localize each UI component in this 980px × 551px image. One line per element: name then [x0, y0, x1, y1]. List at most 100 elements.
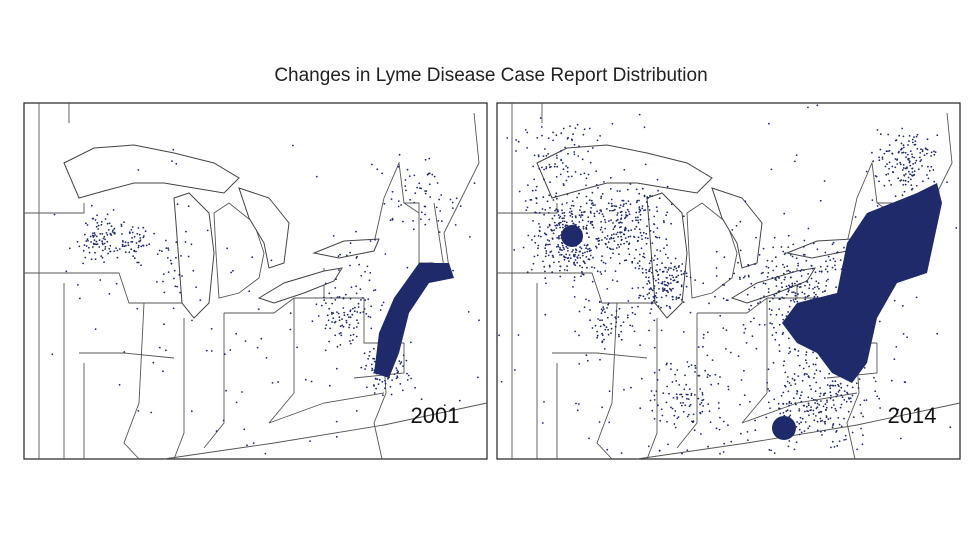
case-dot: [131, 241, 134, 243]
case-dot: [610, 327, 613, 330]
case-dot: [946, 181, 948, 184]
case-dot: [561, 249, 563, 252]
case-dot: [588, 437, 590, 440]
case-dot: [805, 351, 808, 353]
case-dot: [388, 351, 391, 354]
case-dot: [675, 296, 678, 299]
case-dot: [805, 260, 808, 262]
case-dot: [86, 238, 89, 241]
case-dot: [130, 248, 133, 251]
case-dot: [600, 210, 603, 213]
case-dot: [380, 373, 382, 376]
case-dot: [124, 244, 127, 247]
case-dot: [829, 417, 832, 420]
case-dot: [672, 268, 675, 271]
case-dot: [388, 362, 391, 365]
case-dot: [562, 236, 565, 238]
case-dot: [591, 223, 594, 226]
case-dot: [842, 265, 844, 268]
case-dot: [360, 299, 362, 301]
case-dot: [133, 257, 136, 260]
case-dot: [567, 236, 570, 238]
case-dot: [796, 314, 798, 317]
case-dot: [815, 407, 818, 410]
case-dot: [801, 323, 804, 326]
case-dot: [94, 234, 96, 236]
case-dot: [382, 394, 384, 397]
case-dot: [653, 319, 656, 322]
case-dot: [404, 179, 407, 181]
case-dot: [552, 256, 555, 258]
case-dot: [616, 190, 619, 192]
case-dot: [728, 277, 731, 280]
case-dot: [138, 240, 140, 243]
case-dot: [803, 253, 806, 256]
case-dot: [576, 261, 579, 264]
case-dot: [524, 129, 527, 131]
case-dot: [384, 382, 387, 385]
case-dot: [871, 199, 874, 201]
case-dot: [137, 261, 140, 264]
case-dot: [121, 245, 124, 248]
case-dot: [620, 330, 623, 333]
case-dot: [596, 139, 599, 142]
case-dot: [800, 421, 802, 424]
case-dot: [557, 251, 560, 254]
case-dot: [635, 211, 638, 214]
case-dot: [904, 183, 907, 186]
case-dot: [771, 277, 774, 279]
case-dot: [175, 162, 178, 165]
case-dot: [822, 394, 825, 397]
case-dot: [345, 254, 348, 257]
case-dot: [93, 232, 96, 234]
case-dot: [544, 270, 546, 273]
case-dot: [888, 179, 891, 182]
case-dot: [715, 427, 718, 430]
case-dot: [719, 314, 722, 317]
case-dot: [829, 387, 832, 390]
case-dot: [668, 287, 671, 290]
case-dot: [569, 257, 572, 260]
case-dot: [337, 255, 340, 258]
case-dot: [641, 207, 644, 210]
case-dot: [82, 262, 84, 265]
case-dot: [616, 214, 619, 216]
case-dot: [757, 302, 759, 305]
case-dot: [773, 295, 776, 297]
case-dot: [530, 268, 533, 271]
case-dot: [557, 210, 559, 213]
case-dot: [351, 313, 354, 316]
case-dot: [478, 319, 480, 322]
case-dot: [383, 202, 386, 205]
case-dot: [762, 247, 765, 250]
case-dot: [116, 256, 119, 259]
case-dot: [136, 307, 139, 310]
case-dot: [165, 349, 167, 352]
case-dot: [355, 230, 357, 233]
case-dot: [838, 423, 841, 426]
case-dot: [624, 216, 627, 219]
case-dot: [564, 240, 567, 242]
case-dot: [887, 173, 890, 175]
case-dot: [684, 270, 686, 273]
case-dot: [631, 220, 634, 222]
case-dot: [656, 379, 659, 381]
case-dot: [818, 404, 821, 406]
case-dot: [390, 393, 393, 396]
case-dot: [821, 434, 823, 436]
case-dot: [370, 305, 372, 308]
case-dot: [904, 173, 907, 175]
case-dot: [781, 333, 784, 336]
case-dot: [565, 165, 567, 167]
case-dot: [382, 301, 385, 304]
case-dot: [561, 244, 564, 247]
case-dot: [588, 250, 591, 253]
case-dot: [352, 307, 354, 310]
case-dot: [252, 442, 255, 444]
case-dot: [796, 393, 798, 395]
case-dot: [556, 157, 558, 159]
case-dot: [235, 332, 238, 335]
case-dot: [637, 287, 640, 289]
case-dot: [424, 213, 426, 216]
case-dot: [137, 410, 140, 412]
